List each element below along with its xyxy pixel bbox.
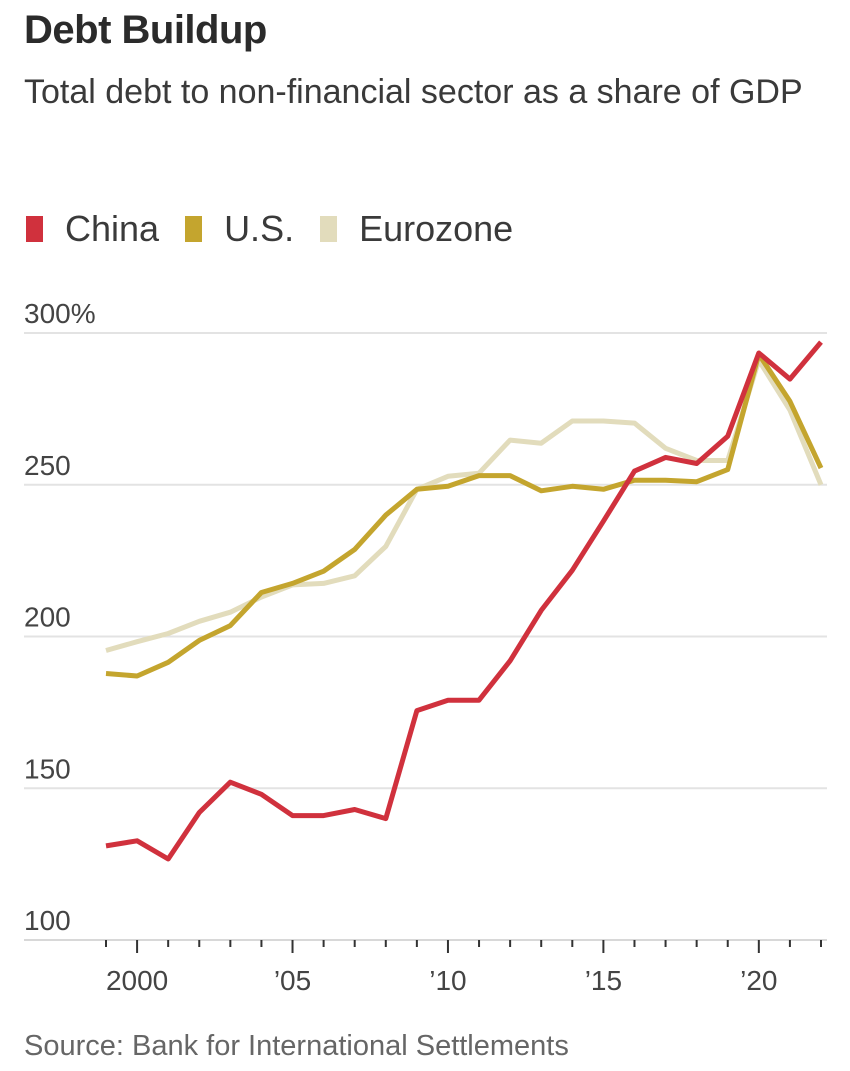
x-axis: 2000 ’05 ’10 ’15 ’20 (105, 940, 822, 996)
y-tick-label: 250 (24, 450, 71, 481)
legend-label-eurozone: Eurozone (359, 208, 514, 249)
legend-label-us: U.S. (224, 208, 295, 249)
x-tick-label: ’15 (585, 965, 622, 996)
y-tick-label: 300% (24, 298, 96, 329)
legend-swatch-us (185, 216, 203, 242)
y-tick-label: 100 (24, 905, 71, 936)
legend-swatch-eurozone (320, 216, 338, 242)
legend-swatch-china (26, 216, 43, 242)
x-tick-label: ’10 (429, 965, 466, 996)
y-tick-label: 150 (24, 753, 71, 784)
x-tick-label: ’20 (740, 965, 777, 996)
legend-item-eurozone: Eurozone (320, 208, 513, 250)
line-chart: 100 150 200 250 300% 2000 ’05 ’10 ’15 ’20 (24, 298, 827, 996)
legend-label-china: China (65, 208, 160, 249)
chart-title: Debt Buildup (24, 8, 267, 52)
legend: China U.S. Eurozone (26, 208, 539, 250)
legend-item-china: China (26, 208, 159, 250)
x-tick-label: 2000 (106, 965, 168, 996)
series-line-china (105, 340, 823, 862)
series-line-eurozone (105, 357, 824, 653)
y-axis-labels: 100 150 200 250 300% (24, 298, 96, 936)
series-lines (105, 340, 824, 862)
series-line-us (105, 351, 824, 679)
source-note: Source: Bank for International Settlemen… (24, 1030, 569, 1062)
legend-item-us: U.S. (185, 208, 294, 250)
chart-subtitle: Total debt to non-financial sector as a … (24, 73, 803, 111)
gridlines (24, 332, 827, 941)
x-tick-label: ’05 (274, 965, 311, 996)
y-tick-label: 200 (24, 602, 71, 633)
